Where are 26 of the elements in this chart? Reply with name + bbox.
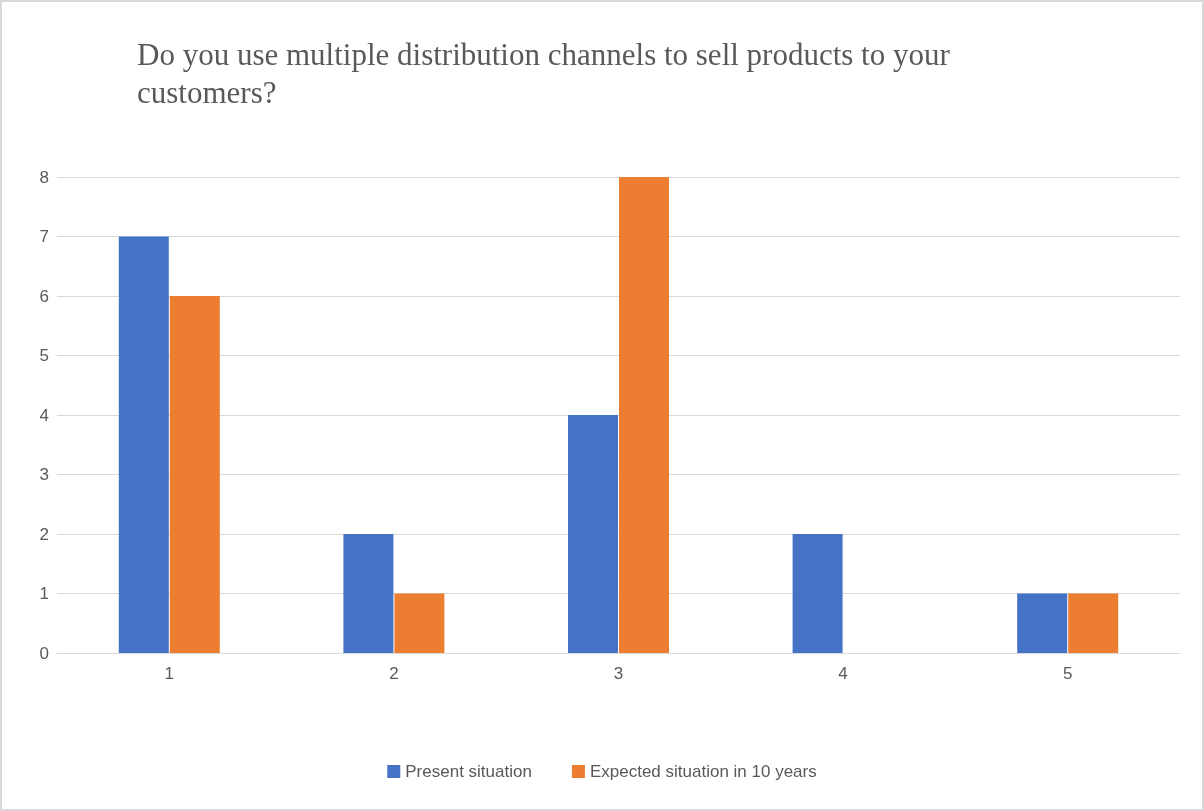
bar (1068, 593, 1119, 653)
y-tick-label: 2 (39, 524, 49, 544)
chart-title: Do you use multiple distribution channels to sell products to your customers? (137, 36, 958, 110)
y-tick-label: 0 (39, 643, 49, 663)
legend-label: Present situation (405, 762, 532, 781)
y-tick-label: 5 (39, 346, 49, 365)
bar (619, 177, 669, 653)
y-tick-label: 6 (39, 286, 49, 306)
x-tick-label: 2 (389, 664, 399, 683)
bar (1017, 593, 1068, 653)
x-tick-label: 1 (164, 664, 175, 683)
bar (169, 296, 220, 653)
bar (568, 415, 618, 653)
legend-label: Expected situation in 10 years (589, 762, 817, 781)
bar (792, 534, 843, 653)
bar (118, 236, 169, 653)
x-tick-label: 4 (838, 664, 848, 683)
y-tick-label: 3 (39, 465, 49, 484)
y-tick-label: 7 (39, 227, 49, 246)
bar (394, 593, 445, 653)
x-tick-label: 3 (613, 664, 624, 683)
bar (343, 534, 394, 653)
x-tick-label: 5 (1062, 664, 1073, 683)
y-tick-label: 4 (39, 405, 49, 425)
y-tick-label: 8 (39, 167, 49, 187)
y-tick-label: 1 (39, 584, 49, 603)
